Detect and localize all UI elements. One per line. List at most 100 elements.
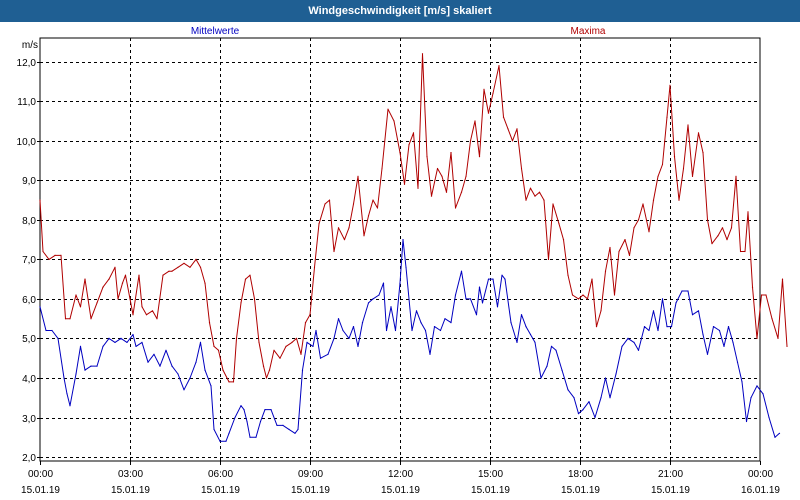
- data-point-mittelwerte: [367, 302, 370, 304]
- data-point-mittelwerte: [297, 428, 299, 430]
- data-point-mittelwerte: [51, 329, 53, 332]
- data-point-mittelwerte: [573, 397, 575, 399]
- data-point-maxima: [328, 199, 331, 201]
- data-point-mittelwerte: [249, 436, 251, 438]
- data-point-mittelwerte: [240, 405, 242, 407]
- data-point-maxima: [48, 258, 50, 260]
- data-point-maxima: [273, 349, 275, 351]
- data-point-maxima: [502, 116, 505, 118]
- data-point-maxima: [735, 175, 737, 177]
- data-point-maxima: [577, 298, 580, 300]
- data-point-maxima: [121, 282, 124, 284]
- data-point-maxima: [183, 262, 185, 264]
- data-point-maxima: [657, 175, 659, 177]
- x-tick-time-label: 15:00: [478, 469, 503, 480]
- y-axis-unit-label: m/s: [22, 40, 38, 51]
- data-point-mittelwerte: [450, 322, 452, 324]
- data-point-maxima: [582, 294, 584, 296]
- y-tick-label: 10,0: [17, 137, 37, 148]
- y-tick-label: 9,0: [22, 176, 36, 187]
- data-point-maxima: [717, 235, 719, 237]
- data-point-mittelwerte: [259, 420, 262, 423]
- data-point-maxima: [711, 243, 713, 245]
- data-point-maxima: [102, 286, 104, 288]
- y-tick-label: 6,0: [22, 295, 36, 306]
- data-point-mittelwerte: [670, 326, 673, 328]
- data-point-mittelwerte: [732, 341, 734, 343]
- data-point-mittelwerte: [741, 381, 743, 383]
- data-point-maxima: [309, 314, 311, 316]
- data-point-maxima: [652, 199, 655, 201]
- x-tick-date-label: 15.01.19: [381, 485, 420, 496]
- data-point-mittelwerte: [333, 337, 335, 339]
- x-tick-date-label: 15.01.19: [561, 485, 600, 496]
- data-point-maxima: [381, 167, 383, 170]
- data-point-mittelwerte: [394, 329, 397, 332]
- data-point-maxima: [171, 270, 173, 272]
- data-point-mittelwerte: [762, 393, 764, 395]
- y-tick-label: 3,0: [22, 414, 36, 425]
- data-point-maxima: [60, 254, 62, 256]
- data-point-mittelwerte: [63, 377, 65, 379]
- data-point-mittelwerte: [165, 349, 167, 351]
- data-point-maxima: [42, 250, 44, 253]
- data-point-maxima: [96, 302, 98, 304]
- x-tick-time-label: 03:00: [118, 469, 143, 480]
- data-point-mittelwerte: [501, 274, 503, 276]
- data-point-mittelwerte: [243, 409, 245, 411]
- data-point-maxima: [249, 274, 251, 276]
- data-point-mittelwerte: [255, 436, 257, 438]
- data-point-mittelwerte: [510, 322, 512, 324]
- data-point-maxima: [337, 227, 340, 229]
- data-point-mittelwerte: [691, 314, 694, 316]
- data-point-mittelwerte: [390, 306, 392, 308]
- data-point-maxima: [69, 318, 71, 320]
- data-point-mittelwerte: [276, 424, 278, 426]
- data-point-mittelwerte: [460, 270, 463, 272]
- data-point-mittelwerte: [126, 341, 128, 343]
- data-point-maxima: [204, 282, 206, 284]
- data-point-maxima: [739, 250, 742, 253]
- data-point-mittelwerte: [550, 345, 553, 347]
- data-point-maxima: [558, 223, 560, 225]
- legend-maxima: Maxima: [570, 26, 605, 37]
- x-tick-time-label: 06:00: [208, 469, 233, 480]
- x-tick-time-label: 18:00: [568, 469, 593, 480]
- data-point-maxima: [624, 239, 626, 241]
- data-point-mittelwerte: [411, 329, 413, 332]
- data-point-mittelwerte: [402, 239, 404, 241]
- data-point-maxima: [756, 337, 758, 339]
- data-point-maxima: [441, 175, 443, 177]
- data-point-maxima: [90, 318, 92, 320]
- data-point-mittelwerte: [159, 365, 161, 367]
- data-point-maxima: [357, 175, 359, 177]
- x-tick-time-label: 21:00: [658, 469, 683, 480]
- x-tick-time-label: 12:00: [388, 469, 413, 480]
- data-point-mittelwerte: [385, 329, 388, 332]
- data-point-maxima: [648, 231, 650, 233]
- data-point-maxima: [114, 266, 116, 268]
- data-point-maxima: [318, 223, 320, 225]
- data-point-mittelwerte: [120, 337, 122, 339]
- data-point-mittelwerte: [288, 428, 290, 430]
- y-tick-label: 2,0: [22, 453, 36, 464]
- data-point-maxima: [265, 377, 268, 379]
- data-point-maxima: [460, 191, 463, 193]
- data-point-mittelwerte: [342, 329, 344, 332]
- data-point-mittelwerte: [577, 413, 580, 415]
- data-point-maxima: [697, 132, 700, 134]
- data-point-mittelwerte: [39, 306, 41, 308]
- data-point-maxima: [609, 246, 611, 249]
- data-point-maxima: [295, 337, 298, 339]
- data-point-mittelwerte: [546, 365, 548, 367]
- data-point-maxima: [747, 211, 749, 213]
- data-point-maxima: [474, 120, 476, 122]
- data-point-maxima: [124, 274, 127, 276]
- data-point-mittelwerte: [648, 329, 650, 332]
- x-tick-time-label: 09:00: [298, 469, 323, 480]
- data-point-maxima: [492, 92, 494, 94]
- data-point-mittelwerte: [264, 409, 266, 411]
- data-point-maxima: [571, 294, 574, 296]
- data-point-mittelwerte: [372, 298, 374, 300]
- data-point-maxima: [352, 203, 355, 205]
